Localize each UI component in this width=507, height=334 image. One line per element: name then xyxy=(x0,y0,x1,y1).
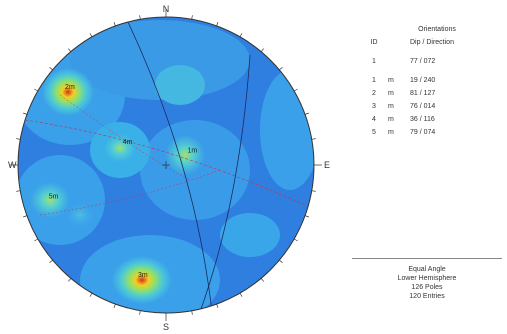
contour-region xyxy=(70,20,250,100)
azimuth-tick xyxy=(260,278,264,282)
azimuth-tick xyxy=(293,238,298,242)
azimuth-tick xyxy=(49,259,53,263)
pole-count: 126 Poles xyxy=(411,284,443,291)
azimuth-tick xyxy=(304,215,309,218)
azimuth-tick xyxy=(68,48,72,52)
set-mean-flag: m xyxy=(388,90,394,97)
cluster-labels: 1m 2m 3m 4m 5m xyxy=(49,84,198,279)
set-mean-flag: m xyxy=(388,116,394,123)
orientations-legend: Orientations ID Dip / Direction 1 77 / 0… xyxy=(360,26,500,142)
cluster-label: 2m xyxy=(65,84,75,91)
set-value: 19 / 240 xyxy=(410,77,436,84)
cluster-label: 1m xyxy=(187,148,197,155)
azimuth-tick xyxy=(23,112,28,115)
azimuth-tick xyxy=(311,190,316,192)
mean-id: 1 xyxy=(372,58,376,65)
great-circle xyxy=(127,21,213,313)
azimuth-tick xyxy=(89,33,93,38)
mean-orientation-row: 1 77 / 072 xyxy=(360,58,500,65)
west-label: W xyxy=(8,160,17,170)
azimuth-tick xyxy=(239,33,243,38)
density-cluster xyxy=(104,134,136,162)
azimuth-tick xyxy=(304,112,309,115)
azimuth-tick xyxy=(139,15,141,20)
azimuth-tick xyxy=(216,22,219,27)
density-cluster xyxy=(30,182,70,218)
set-value: 36 / 116 xyxy=(410,116,435,123)
set-id: 3 xyxy=(372,103,376,110)
azimuth-tick xyxy=(23,215,28,218)
stereonet-plot: N S E W 1m 2m 3m 4m 5m xyxy=(8,4,330,332)
azimuth-tick xyxy=(311,138,316,140)
azimuth-ticks xyxy=(10,9,322,321)
azimuth-tick xyxy=(279,67,283,71)
contour-region xyxy=(155,65,205,105)
contour-region xyxy=(220,213,280,257)
south-label: S xyxy=(163,322,169,332)
density-contours xyxy=(18,20,314,313)
cluster-label: 4m xyxy=(123,139,133,146)
north-label: N xyxy=(163,4,170,14)
set-id: 4 xyxy=(372,116,376,123)
set-row: 4 m 36 / 116 xyxy=(360,116,500,123)
legend-title: Orientations xyxy=(418,26,456,33)
set-value: 76 / 014 xyxy=(410,103,436,110)
mean-plane xyxy=(39,169,221,216)
set-value: 79 / 074 xyxy=(410,129,436,136)
mean-value: 77 / 072 xyxy=(410,58,436,65)
azimuth-tick xyxy=(191,310,193,315)
azimuth-tick xyxy=(260,48,264,52)
cluster-label: 3m xyxy=(138,272,148,279)
set-value: 81 / 127 xyxy=(410,90,436,97)
azimuth-tick xyxy=(216,303,219,308)
azimuth-tick xyxy=(34,238,39,242)
density-cluster xyxy=(64,201,96,229)
azimuth-tick xyxy=(239,292,243,297)
set-id: 2 xyxy=(372,90,376,97)
density-cluster-peak xyxy=(42,68,94,116)
set-rows: 1 m 19 / 240 2 m 81 / 127 3 m 76 / 014 4 m 36 / 116… xyxy=(360,77,500,136)
great-circle xyxy=(199,54,251,313)
azimuth-tick xyxy=(68,278,72,282)
azimuth-tick xyxy=(293,88,298,92)
contour-region xyxy=(260,70,314,190)
set-mean-flag: m xyxy=(388,129,394,136)
set-row: 3 m 76 / 014 xyxy=(360,103,500,110)
set-row: 1 m 19 / 240 xyxy=(360,77,500,84)
cluster-label: 5m xyxy=(49,194,59,201)
hemisphere: Lower Hemisphere xyxy=(397,275,457,282)
azimuth-tick xyxy=(89,292,93,297)
azimuth-tick xyxy=(16,190,21,192)
projection-info: Equal Angle Lower Hemisphere 126 Poles 1… xyxy=(352,258,502,301)
azimuth-tick xyxy=(113,303,116,308)
azimuth-tick xyxy=(139,310,141,315)
set-row: 2 m 81 / 127 xyxy=(360,90,500,97)
density-cluster xyxy=(165,135,205,175)
set-row: 5 m 79 / 074 xyxy=(360,129,500,136)
azimuth-tick xyxy=(191,15,193,20)
azimuth-tick xyxy=(34,88,39,92)
legend-header: ID Dip / Direction xyxy=(360,39,500,46)
mean-plane xyxy=(59,94,191,181)
set-id: 1 xyxy=(372,77,376,84)
set-mean-flag: m xyxy=(388,103,394,110)
set-mean-flag: m xyxy=(388,77,394,84)
projection-type: Equal Angle xyxy=(408,266,446,273)
mean-plane xyxy=(24,119,306,206)
east-label: E xyxy=(324,160,330,170)
azimuth-tick xyxy=(113,22,116,27)
set-id: 5 xyxy=(372,129,376,136)
dip-direction-header: Dip / Direction xyxy=(410,39,454,46)
id-header: ID xyxy=(370,39,378,46)
azimuth-tick xyxy=(279,259,283,263)
azimuth-tick xyxy=(49,67,53,71)
azimuth-tick xyxy=(16,138,21,140)
entry-count: 120 Entries xyxy=(409,293,445,300)
density-cluster-peak xyxy=(112,256,172,304)
